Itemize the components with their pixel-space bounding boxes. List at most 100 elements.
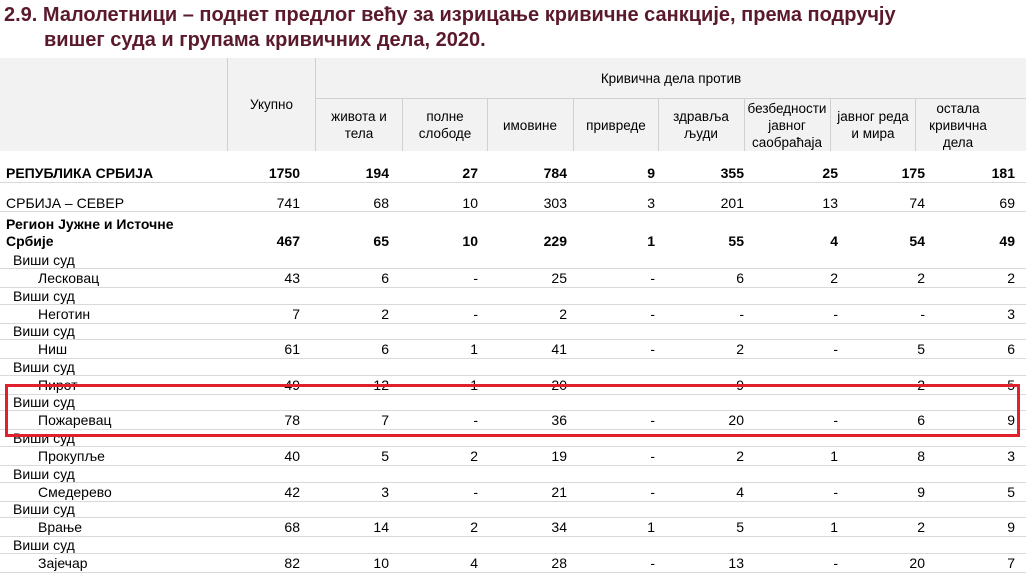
header-divider (316, 98, 1026, 99)
cell-value: 68 (373, 195, 389, 211)
table-row: СРБИЈА – СЕВЕР 741 68 10 303 3 201 13 74 69 (0, 195, 1026, 230)
cell-value: 13 (822, 195, 838, 211)
column-header-line: људи (684, 126, 718, 141)
cell-value: 229 (543, 233, 567, 249)
cell-value: 2 (917, 519, 925, 535)
table-row: Виши суд Прокупље 40 5 2 19-2 1 8 3 (0, 430, 1026, 465)
header-divider (573, 99, 574, 151)
cell-value: 1 (647, 233, 655, 249)
cell-value: 741 (276, 195, 300, 211)
row-prefix: Виши суд (13, 323, 75, 339)
table-row: Виши суд Лесковац 43 6 - 25 - 6 2 2 2 (0, 252, 1026, 287)
cell-value: - (650, 555, 655, 571)
row-label: РЕПУБЛИКА СРБИЈА (6, 165, 154, 181)
cell-value: 2 (1007, 270, 1015, 286)
cell-value: 194 (365, 165, 389, 181)
cell-value: 19 (551, 448, 567, 464)
row-label: Зајечар (38, 555, 88, 571)
highlight-box (5, 384, 1020, 437)
cell-value: 40 (284, 448, 300, 464)
column-header-line: живота и (331, 109, 387, 124)
column-header: привреде (573, 117, 659, 134)
row-separator (0, 465, 1026, 466)
row-prefix: Виши суд (13, 394, 75, 410)
cell-value: 2 (559, 306, 567, 322)
cell-value: 9 (1007, 412, 1015, 428)
cell-value: - (650, 306, 655, 322)
cell-value: 4 (736, 484, 744, 500)
cell-value: 6 (736, 270, 744, 286)
cell-value: - (650, 412, 655, 428)
row-label: СРБИЈА – СЕВЕР (6, 195, 125, 211)
column-header-line: тела (344, 126, 374, 141)
cell-value: - (833, 306, 838, 322)
header-divider (315, 58, 316, 151)
cell-value: 2 (736, 448, 744, 464)
cell-value: 4 (830, 233, 838, 249)
cell-value: 3 (1007, 306, 1015, 322)
column-header-line: и мира (851, 126, 895, 141)
row-label-line-2: Србије (6, 233, 54, 249)
header-divider (744, 99, 745, 151)
row-separator (0, 517, 1026, 518)
row-separator (0, 323, 1026, 324)
row-label: Смедерево (38, 484, 112, 500)
cell-value: 9 (647, 165, 655, 181)
cell-value: 54 (909, 233, 925, 249)
cell-value: - (473, 306, 478, 322)
table-row: РЕПУБЛИКА СРБИЈА 1750 194 27 784 9 355 25 175 181 (0, 165, 1026, 200)
column-header-line: јавног (768, 118, 806, 133)
row-separator (0, 339, 1026, 340)
cell-value: 28 (551, 555, 567, 571)
table-row: Виши суд Неготин 7 2 - 2 - - - - 3 (0, 288, 1026, 323)
cell-value: 10 (462, 195, 478, 211)
row-label: Лесковац (38, 270, 100, 286)
cell-value: 49 (999, 233, 1015, 249)
header-total: Укупно (249, 97, 294, 112)
cell-value: 1 (830, 448, 838, 464)
header-divider (227, 58, 228, 151)
table-row: Виши суд Зајечар 82 10 4 28 - 13 - 20 7 (0, 537, 1026, 572)
row-separator (0, 394, 1026, 395)
cell-value: 27 (462, 165, 478, 181)
row-separator (0, 268, 1026, 269)
cell-value: 6 (381, 341, 389, 357)
cell-value: - (833, 412, 838, 428)
header-divider (830, 99, 831, 151)
cell-value: 13 (728, 555, 744, 571)
column-header: полне слободе (402, 108, 488, 142)
cell-value: 3 (1007, 448, 1015, 464)
row-separator (0, 375, 1026, 376)
row-label: Ниш (38, 341, 68, 357)
cell-value: 2 (736, 341, 744, 357)
cell-value: 61 (284, 341, 300, 357)
row-label: Неготин (38, 306, 91, 322)
cell-value: 2 (917, 270, 925, 286)
cell-value: 1 (647, 519, 655, 535)
cell-value: - (473, 484, 478, 500)
row-prefix: Виши суд (13, 288, 75, 304)
cell-value: 467 (276, 233, 300, 249)
cell-value: 2 (381, 306, 389, 322)
cell-value: 68 (284, 519, 300, 535)
cell-value: 3 (381, 484, 389, 500)
row-prefix: Виши суд (13, 252, 75, 268)
cell-value: - (920, 306, 925, 322)
cell-value: 6 (381, 270, 389, 286)
cell-value: 82 (284, 555, 300, 571)
cell-value: 5 (736, 519, 744, 535)
table-row: Виши суд Смедерево 42 3 - 21 - 4 - 9 5 (0, 466, 1026, 501)
table-row: Виши суд Врање 68 14 2 34 1 5 1 2 9 (0, 501, 1026, 536)
cell-value: 4 (470, 555, 478, 571)
cell-value: 1 (470, 341, 478, 357)
cell-value: 20 (909, 555, 925, 571)
title-line-2: вишег суда и групама кривичних дела, 202… (44, 29, 486, 51)
column-header: живота и тела (316, 108, 402, 142)
cell-value: 10 (462, 233, 478, 249)
cell-value: - (833, 484, 838, 500)
column-header-line: дела (942, 135, 974, 150)
row-separator (0, 446, 1026, 447)
header-divider (402, 99, 403, 151)
column-header-line: полне (426, 109, 464, 124)
cell-value: 5 (917, 341, 925, 357)
